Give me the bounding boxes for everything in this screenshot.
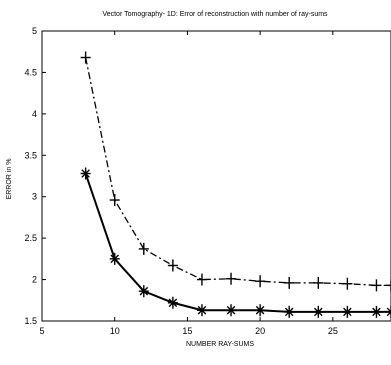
x-tick-label: 10 (110, 326, 120, 336)
series-1-point (167, 259, 178, 272)
axis-ticks: 5 10 15 20 25 1.5 2 2.5 3 3.5 4 4.5 5 (24, 26, 337, 336)
series-1-point (313, 276, 324, 289)
series-2-point (255, 304, 266, 317)
series-2-point (167, 296, 178, 309)
y-tick-label: 1.5 (24, 316, 37, 326)
series-2-point (342, 305, 353, 318)
series-2-point (80, 167, 91, 180)
x-tick-label: 25 (328, 326, 338, 336)
y-tick-label: 2.5 (24, 233, 37, 243)
x-tick-label: 20 (255, 326, 265, 336)
x-tick-label: 15 (182, 326, 192, 336)
y-tick-label: 2 (32, 275, 37, 285)
series-2-point (138, 285, 149, 298)
series-1-point (109, 194, 120, 207)
series-1-line (84, 57, 391, 287)
y-tick-label: 5 (32, 26, 37, 36)
y-axis-title: ERROR in % (6, 159, 13, 200)
y-tick-label: 3.5 (24, 150, 37, 160)
series-1-point (342, 277, 353, 290)
series-1-point (226, 272, 237, 285)
series-layer (80, 51, 391, 318)
x-tick-label: 5 (39, 326, 44, 336)
series-2-point (386, 305, 391, 318)
x-axis-title: NUMBER RAY-SUMS (186, 341, 254, 348)
series-1-point (386, 279, 391, 292)
series-2-point (226, 304, 237, 317)
chart-title: Vector Tomography- 1D: Error of reconstr… (102, 11, 328, 18)
y-tick-label: 3 (32, 192, 37, 202)
series-1-point (255, 275, 266, 288)
series-2-point (313, 305, 324, 318)
series-1-point (371, 279, 382, 292)
series-1-point (196, 273, 207, 286)
y-tick-label: 4 (32, 109, 37, 119)
plot-frame (41, 30, 391, 322)
series-1-point (284, 276, 295, 289)
series-2-point (196, 304, 207, 317)
series-2-line (84, 173, 391, 313)
series-2-point (109, 252, 120, 265)
series-2-point (371, 305, 382, 318)
y-tick-label: 4.5 (24, 67, 37, 77)
series-2-point (284, 305, 295, 318)
series-1-point (80, 51, 91, 64)
series-1-point (138, 242, 149, 255)
